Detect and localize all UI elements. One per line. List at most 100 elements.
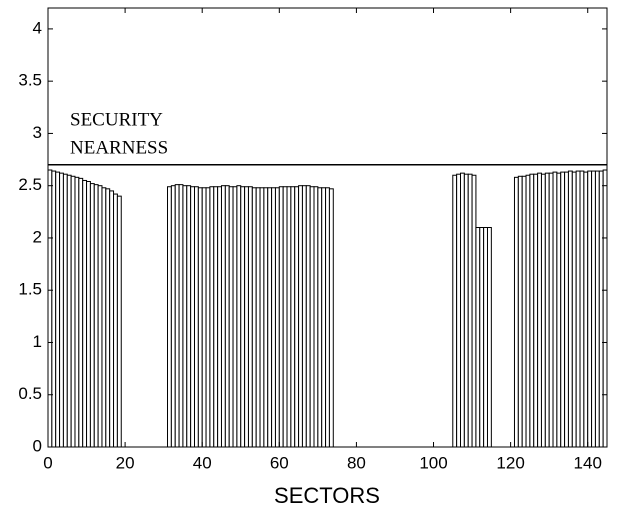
bar <box>317 187 323 448</box>
plot-frame <box>47 7 608 448</box>
bar <box>521 175 527 448</box>
bar <box>594 170 600 448</box>
y-tick-label: 4 <box>33 18 42 37</box>
bar <box>537 172 542 448</box>
bar <box>483 227 488 448</box>
bar <box>186 185 192 448</box>
y-tick-label: 1 <box>33 332 42 351</box>
bar <box>220 185 226 448</box>
bar <box>552 171 558 448</box>
bar <box>544 172 550 448</box>
x-tick-label: 0 <box>43 453 52 472</box>
bar <box>560 171 566 448</box>
bar <box>301 185 307 448</box>
bar <box>105 188 111 448</box>
y-tick-label: 0 <box>33 436 42 455</box>
bar <box>178 184 184 448</box>
bar <box>325 187 330 448</box>
bar <box>309 186 315 448</box>
bar <box>460 172 465 448</box>
bar <box>62 173 68 448</box>
bar <box>89 183 95 448</box>
bar <box>193 186 199 448</box>
bar <box>101 187 107 448</box>
bar <box>575 170 581 448</box>
bar <box>97 185 103 448</box>
bar <box>47 169 53 448</box>
bar <box>313 186 319 448</box>
bar <box>109 190 115 448</box>
bar <box>213 186 219 448</box>
bar <box>602 169 608 448</box>
bar <box>529 173 535 448</box>
bar <box>240 186 246 448</box>
x-tick-label: 100 <box>419 453 447 472</box>
bar <box>66 174 72 448</box>
y-tick-label: 1.5 <box>18 280 42 299</box>
bar <box>513 176 519 448</box>
bar <box>224 185 230 448</box>
bar <box>548 172 554 448</box>
bar <box>170 185 176 448</box>
annotation: NEARNESS <box>70 137 168 158</box>
bar <box>251 187 257 448</box>
bar <box>116 195 122 448</box>
x-tick-label: 20 <box>116 453 135 472</box>
bar <box>217 186 222 448</box>
bar <box>197 187 203 448</box>
bar <box>190 186 195 448</box>
bar <box>70 175 76 448</box>
bar <box>598 170 604 448</box>
bar <box>587 170 593 448</box>
bar <box>556 172 562 448</box>
x-tick-label: 140 <box>574 453 602 472</box>
bar <box>51 170 57 448</box>
bar <box>232 186 238 448</box>
y-tick-label: 3.5 <box>18 71 42 90</box>
bar <box>294 186 300 448</box>
annotation: SECURITY <box>70 109 163 130</box>
bar <box>86 181 91 448</box>
bar <box>463 173 469 448</box>
bar <box>278 186 284 448</box>
bar <box>533 173 539 448</box>
bar <box>255 187 261 448</box>
bar <box>182 185 188 448</box>
bar <box>201 187 207 448</box>
bar <box>540 173 546 448</box>
bar <box>290 186 296 448</box>
bar <box>452 174 458 448</box>
bar <box>571 171 577 448</box>
bar <box>209 186 215 448</box>
bar <box>282 186 288 448</box>
bar <box>259 187 265 448</box>
bar <box>113 193 118 448</box>
y-tick-label: 0.5 <box>18 384 42 403</box>
bar <box>467 173 473 448</box>
x-tick-label: 80 <box>347 453 366 472</box>
y-tick-label: 2 <box>33 227 42 246</box>
bar <box>579 170 585 448</box>
bar <box>267 187 273 448</box>
bar <box>205 187 211 448</box>
bar <box>471 174 477 448</box>
bar <box>591 170 596 448</box>
bar <box>274 187 280 448</box>
bar <box>328 188 334 448</box>
bar <box>167 186 172 448</box>
bar <box>479 227 485 448</box>
x-tick-label: 60 <box>270 453 289 472</box>
bar <box>486 227 492 448</box>
bar <box>456 173 462 448</box>
bar <box>564 171 569 448</box>
x-tick-label: 40 <box>193 453 212 472</box>
bar <box>74 176 80 448</box>
bar <box>475 227 481 448</box>
bar <box>517 175 523 448</box>
bar <box>567 170 573 448</box>
bar <box>286 186 292 448</box>
bar <box>321 187 327 448</box>
bar <box>525 174 531 448</box>
y-tick-label: 3 <box>33 123 42 142</box>
bar <box>82 179 88 448</box>
